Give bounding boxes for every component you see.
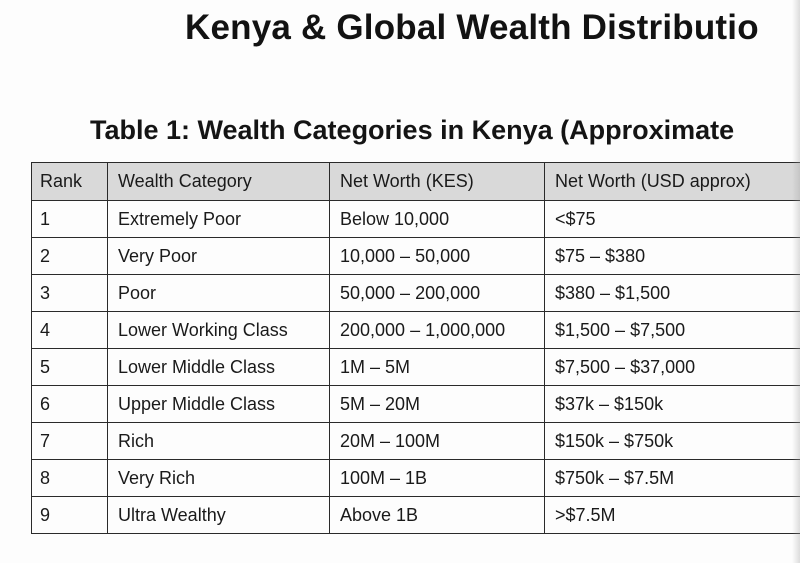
table-row: 6 Upper Middle Class 5M – 20M $37k – $15… — [31, 385, 800, 423]
cell-rank: 1 — [31, 200, 108, 238]
cell-category: Ultra Wealthy — [107, 496, 330, 534]
cell-net-worth-kes: 10,000 – 50,000 — [329, 237, 545, 275]
cell-rank: 3 — [31, 274, 108, 312]
table-row: 7 Rich 20M – 100M $150k – $750k — [31, 422, 800, 460]
table-row: 5 Lower Middle Class 1M – 5M $7,500 – $3… — [31, 348, 800, 386]
table-row: 4 Lower Working Class 200,000 – 1,000,00… — [31, 311, 800, 349]
header-wealth-category: Wealth Category — [107, 162, 330, 201]
cell-net-worth-usd: $7,500 – $37,000 — [544, 348, 800, 386]
table-row: 1 Extremely Poor Below 10,000 <$75 — [31, 200, 800, 238]
cell-net-worth-kes: Above 1B — [329, 496, 545, 534]
cell-category: Rich — [107, 422, 330, 460]
cell-rank: 2 — [31, 237, 108, 275]
cell-net-worth-kes: 1M – 5M — [329, 348, 545, 386]
cell-net-worth-usd: $1,500 – $7,500 — [544, 311, 800, 349]
cell-net-worth-kes: 20M – 100M — [329, 422, 545, 460]
cell-net-worth-kes: Below 10,000 — [329, 200, 545, 238]
cell-net-worth-usd: $150k – $750k — [544, 422, 800, 460]
cell-category: Very Poor — [107, 237, 330, 275]
wealth-categories-table: Rank Wealth Category Net Worth (KES) Net… — [31, 162, 800, 534]
cell-category: Poor — [107, 274, 330, 312]
cell-rank: 9 — [31, 496, 108, 534]
cell-net-worth-usd: <$75 — [544, 200, 800, 238]
cell-category: Extremely Poor — [107, 200, 330, 238]
cell-category: Lower Working Class — [107, 311, 330, 349]
table-header-row: Rank Wealth Category Net Worth (KES) Net… — [31, 162, 800, 201]
cell-category: Lower Middle Class — [107, 348, 330, 386]
cell-rank: 8 — [31, 459, 108, 497]
cell-rank: 5 — [31, 348, 108, 386]
cell-rank: 4 — [31, 311, 108, 349]
header-net-worth-kes: Net Worth (KES) — [329, 162, 545, 201]
table-row: 3 Poor 50,000 – 200,000 $380 – $1,500 — [31, 274, 800, 312]
table-row: 9 Ultra Wealthy Above 1B >$7.5M — [31, 496, 800, 534]
cell-net-worth-usd: >$7.5M — [544, 496, 800, 534]
cell-net-worth-usd: $750k – $7.5M — [544, 459, 800, 497]
cell-net-worth-kes: 100M – 1B — [329, 459, 545, 497]
cell-rank: 7 — [31, 422, 108, 460]
header-net-worth-usd: Net Worth (USD approx) — [544, 162, 800, 201]
wealth-table-container: Rank Wealth Category Net Worth (KES) Net… — [31, 162, 800, 534]
cell-net-worth-kes: 50,000 – 200,000 — [329, 274, 545, 312]
table-row: 8 Very Rich 100M – 1B $750k – $7.5M — [31, 459, 800, 497]
header-rank: Rank — [31, 162, 108, 201]
cell-rank: 6 — [31, 385, 108, 423]
cell-category: Very Rich — [107, 459, 330, 497]
document-title: Kenya & Global Wealth Distributio — [185, 8, 759, 47]
table-caption: Table 1: Wealth Categories in Kenya (App… — [90, 115, 735, 145]
cell-net-worth-kes: 200,000 – 1,000,000 — [329, 311, 545, 349]
cell-net-worth-usd: $37k – $150k — [544, 385, 800, 423]
table-row: 2 Very Poor 10,000 – 50,000 $75 – $380 — [31, 237, 800, 275]
cell-category: Upper Middle Class — [107, 385, 330, 423]
cell-net-worth-usd: $380 – $1,500 — [544, 274, 800, 312]
cell-net-worth-usd: $75 – $380 — [544, 237, 800, 275]
cell-net-worth-kes: 5M – 20M — [329, 385, 545, 423]
